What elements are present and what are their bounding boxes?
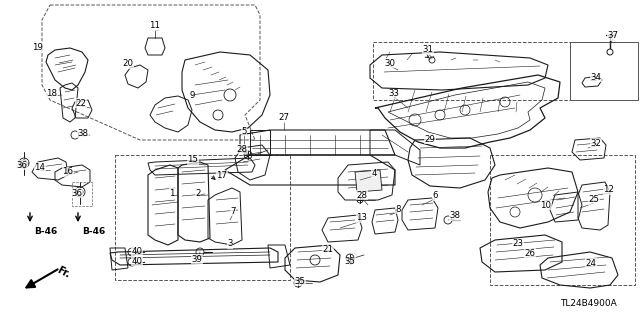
Text: Fr.: Fr.: [55, 264, 72, 279]
Text: 38: 38: [77, 129, 88, 137]
Text: 14: 14: [35, 162, 45, 172]
Text: 24: 24: [586, 258, 596, 268]
Text: 27: 27: [278, 114, 289, 122]
Text: 12: 12: [604, 186, 614, 195]
Text: 20: 20: [122, 60, 134, 69]
Text: 9: 9: [189, 92, 195, 100]
Text: 8: 8: [396, 204, 401, 213]
Text: 32: 32: [591, 138, 602, 147]
Text: 7: 7: [230, 206, 236, 216]
Text: 3: 3: [227, 240, 233, 249]
Text: 1: 1: [169, 189, 175, 197]
Text: 28: 28: [356, 190, 367, 199]
Text: 18: 18: [47, 88, 58, 98]
Text: 37: 37: [607, 32, 618, 41]
Text: 40: 40: [131, 247, 143, 256]
Text: 35: 35: [344, 257, 355, 266]
Text: 10: 10: [541, 201, 552, 210]
Text: B-46: B-46: [82, 227, 105, 236]
Polygon shape: [355, 170, 382, 192]
Text: 13: 13: [356, 213, 367, 222]
Text: B-46: B-46: [34, 227, 57, 236]
Text: 36: 36: [72, 189, 83, 197]
Text: 15: 15: [188, 155, 198, 165]
Text: 35: 35: [294, 277, 305, 286]
Text: 11: 11: [150, 21, 161, 31]
Text: 17: 17: [216, 170, 227, 180]
Text: 26: 26: [525, 249, 536, 257]
Text: 21: 21: [323, 244, 333, 254]
Text: 28: 28: [237, 145, 248, 153]
Text: 22: 22: [76, 99, 86, 108]
Text: TL24B4900A: TL24B4900A: [560, 299, 617, 308]
Text: 5: 5: [241, 127, 247, 136]
Text: 38: 38: [449, 211, 461, 220]
Text: 40: 40: [131, 256, 143, 265]
Text: 6: 6: [432, 191, 438, 201]
Text: 29: 29: [424, 135, 435, 144]
Text: 30: 30: [385, 58, 396, 68]
Text: 33: 33: [388, 90, 399, 99]
Text: 19: 19: [31, 42, 42, 51]
Text: 23: 23: [513, 240, 524, 249]
Text: 16: 16: [63, 167, 74, 176]
Text: 34: 34: [591, 72, 602, 81]
Text: 4: 4: [371, 168, 377, 177]
Text: 39: 39: [191, 255, 202, 263]
Text: 2: 2: [195, 189, 201, 197]
Text: 36: 36: [17, 160, 28, 169]
Text: 31: 31: [422, 46, 433, 55]
Text: 25: 25: [589, 196, 600, 204]
